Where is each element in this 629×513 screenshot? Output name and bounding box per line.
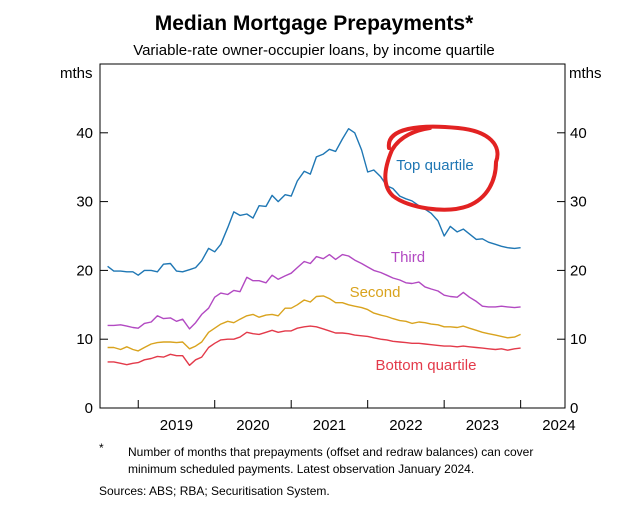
y-tick-label-left: 10	[76, 331, 93, 348]
red-circle-annotation	[383, 124, 500, 212]
y-unit-right: mths	[569, 65, 602, 82]
footnote-text: Number of months that prepayments (offse…	[128, 445, 534, 476]
series-label-top-quartile: Top quartile	[396, 157, 474, 174]
x-tick-label: 2022	[389, 417, 422, 434]
x-tick-label: 2019	[160, 417, 193, 434]
series-line-top-quartile	[107, 127, 521, 276]
footnote-marker: *	[99, 441, 104, 455]
y-tick-label-right: 20	[570, 262, 587, 279]
x-tick-label: 2020	[236, 417, 269, 434]
series-line-third	[107, 253, 521, 330]
x-tick-label: 2023	[466, 417, 499, 434]
y-tick-label-left: 0	[85, 400, 93, 417]
chart-title: Median Mortgage Prepayments*	[155, 12, 474, 35]
series-lines	[107, 127, 521, 366]
y-unit-left: mths	[60, 65, 93, 82]
y-tick-label-right: 30	[570, 194, 587, 211]
x-axis: 2019 2020 2021 2022 2023 2024	[137, 400, 576, 434]
y-axis: 0 0 10 10 20 20 30 30 40 40	[76, 125, 586, 417]
series-labels: Top quartile Third Second Bottom quartile	[350, 157, 477, 374]
sources-text: Sources: ABS; RBA; Securitisation System…	[99, 484, 330, 498]
series-label-third: Third	[391, 249, 425, 266]
x-tick-label: 2024	[542, 417, 575, 434]
y-tick-label-left: 40	[76, 125, 93, 142]
series-line-second	[107, 295, 521, 352]
y-tick-label-left: 30	[76, 194, 93, 211]
x-tick-label: 2021	[313, 417, 346, 434]
plot-frame	[99, 63, 566, 409]
series-label-bottom-quartile: Bottom quartile	[376, 357, 477, 374]
series-line-bottom-quartile	[107, 325, 521, 366]
series-label-second: Second	[350, 284, 401, 301]
y-tick-label-right: 40	[570, 125, 587, 142]
chart-subtitle: Variable-rate owner-occupier loans, by i…	[133, 42, 495, 59]
y-tick-label-left: 20	[76, 262, 93, 279]
y-tick-label-right: 0	[570, 400, 578, 417]
y-tick-label-right: 10	[570, 331, 587, 348]
